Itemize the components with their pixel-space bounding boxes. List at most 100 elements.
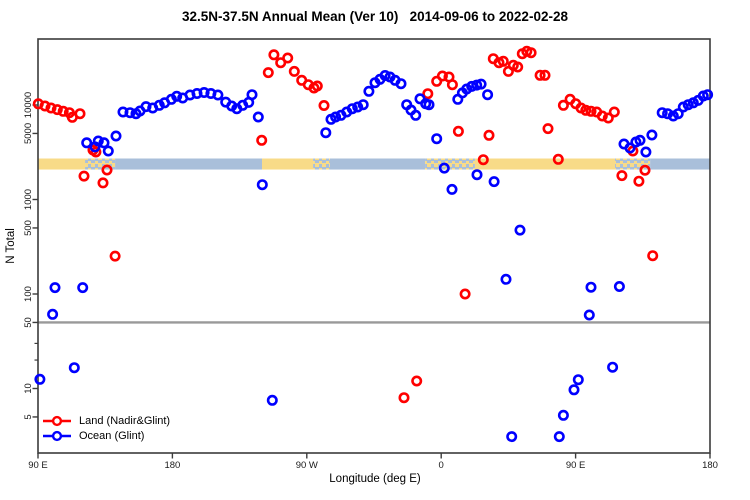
data-point bbox=[672, 108, 684, 120]
surface-strip-segment-mixed bbox=[615, 158, 651, 170]
data-point bbox=[512, 61, 524, 73]
data-point bbox=[639, 164, 651, 176]
data-point bbox=[616, 170, 628, 182]
data-point bbox=[363, 85, 375, 97]
data-point bbox=[557, 99, 569, 111]
x-tick-label: 90 W bbox=[296, 460, 318, 471]
data-point bbox=[411, 375, 423, 387]
x-tick-label: 90 E bbox=[28, 460, 48, 471]
data-point bbox=[585, 105, 597, 117]
data-point bbox=[553, 431, 565, 443]
data-point bbox=[98, 137, 110, 149]
data-point bbox=[92, 135, 104, 147]
data-point bbox=[110, 130, 122, 142]
surface-strip-segment-mixed bbox=[313, 158, 330, 170]
surface-strip-segment-land bbox=[262, 158, 314, 170]
data-point bbox=[477, 154, 489, 166]
data-point bbox=[97, 177, 109, 189]
data-point bbox=[81, 137, 93, 149]
surface-strip-segment-land bbox=[38, 158, 86, 170]
data-point bbox=[580, 104, 592, 116]
data-point bbox=[352, 101, 364, 113]
data-point bbox=[634, 134, 646, 146]
data-point bbox=[646, 129, 658, 141]
data-point bbox=[47, 308, 59, 320]
data-point bbox=[109, 250, 121, 262]
data-point bbox=[500, 273, 512, 285]
data-point bbox=[153, 99, 165, 111]
data-point bbox=[702, 89, 714, 101]
data-point bbox=[198, 87, 210, 99]
legend-item-land: Land (Nadir&Glint) bbox=[42, 413, 170, 428]
data-point bbox=[488, 176, 500, 188]
data-point bbox=[266, 394, 278, 406]
data-point bbox=[436, 70, 448, 82]
data-point bbox=[552, 153, 564, 165]
data-point bbox=[647, 250, 659, 262]
surface-strip-segment-ocean bbox=[329, 158, 426, 170]
surface-strip-segment-land bbox=[474, 158, 616, 170]
data-point bbox=[288, 65, 300, 77]
surface-strip-segment-mixed bbox=[85, 158, 116, 170]
ocean-marker-icon bbox=[43, 430, 71, 441]
data-point bbox=[583, 309, 595, 321]
data-point bbox=[471, 169, 483, 181]
data-point bbox=[77, 282, 89, 294]
data-point bbox=[90, 146, 102, 158]
surface-strip bbox=[38, 158, 710, 170]
data-point bbox=[482, 89, 494, 101]
y-tick-label: 50 bbox=[23, 317, 34, 328]
x-tick-label: 90 E bbox=[566, 460, 586, 471]
data-point bbox=[662, 108, 674, 120]
data-point bbox=[262, 67, 274, 79]
data-point bbox=[542, 123, 554, 135]
data-point bbox=[514, 224, 526, 236]
legend-item-ocean: Ocean (Glint) bbox=[42, 428, 170, 443]
surface-strip-segment-mixed bbox=[425, 158, 475, 170]
data-point bbox=[102, 145, 114, 157]
chart-title: 32.5N-37.5N Annual Mean (Ver 10) 2014-09… bbox=[182, 9, 568, 24]
data-point bbox=[311, 80, 323, 92]
x-tick-label: 180 bbox=[164, 460, 180, 471]
x-tick-label: 0 bbox=[439, 460, 444, 471]
data-point bbox=[466, 80, 478, 92]
data-point bbox=[539, 69, 551, 81]
data-point bbox=[39, 100, 51, 112]
legend-label-land: Land (Nadir&Glint) bbox=[79, 414, 171, 427]
data-point bbox=[318, 100, 330, 112]
data-point bbox=[506, 431, 518, 443]
data-point bbox=[68, 362, 80, 374]
y-tick-label: 100 bbox=[23, 286, 34, 302]
data-point bbox=[602, 112, 614, 124]
y-axis-label: N Total bbox=[5, 228, 17, 264]
data-point bbox=[656, 107, 668, 119]
data-point bbox=[57, 105, 69, 117]
data-point bbox=[534, 69, 546, 81]
data-point bbox=[78, 170, 90, 182]
data-point bbox=[212, 89, 224, 101]
data-point bbox=[101, 164, 113, 176]
data-point bbox=[117, 106, 129, 118]
legend: Land (Nadir&Glint) Ocean (Glint) bbox=[42, 413, 170, 443]
land-marker-icon bbox=[43, 415, 71, 426]
data-point bbox=[613, 280, 625, 292]
data-point bbox=[256, 179, 268, 191]
x-axis-label: Longitude (deg E) bbox=[329, 473, 421, 485]
data-point bbox=[330, 111, 342, 123]
surface-strip-segment-ocean bbox=[115, 158, 262, 170]
legend-label-ocean: Ocean (Glint) bbox=[79, 429, 145, 442]
data-point bbox=[422, 88, 434, 100]
data-point bbox=[438, 162, 450, 174]
data-point bbox=[431, 133, 443, 145]
data-point bbox=[640, 146, 652, 158]
data-point bbox=[398, 392, 410, 404]
data-point bbox=[140, 101, 152, 113]
data-point bbox=[446, 79, 458, 91]
y-tick-label: 10000 bbox=[23, 92, 34, 118]
y-axis: 10000 5000 1000 500 100 50 10 5 bbox=[23, 92, 38, 420]
data-point bbox=[585, 281, 597, 293]
data-point bbox=[459, 288, 471, 300]
data-point bbox=[452, 125, 464, 137]
